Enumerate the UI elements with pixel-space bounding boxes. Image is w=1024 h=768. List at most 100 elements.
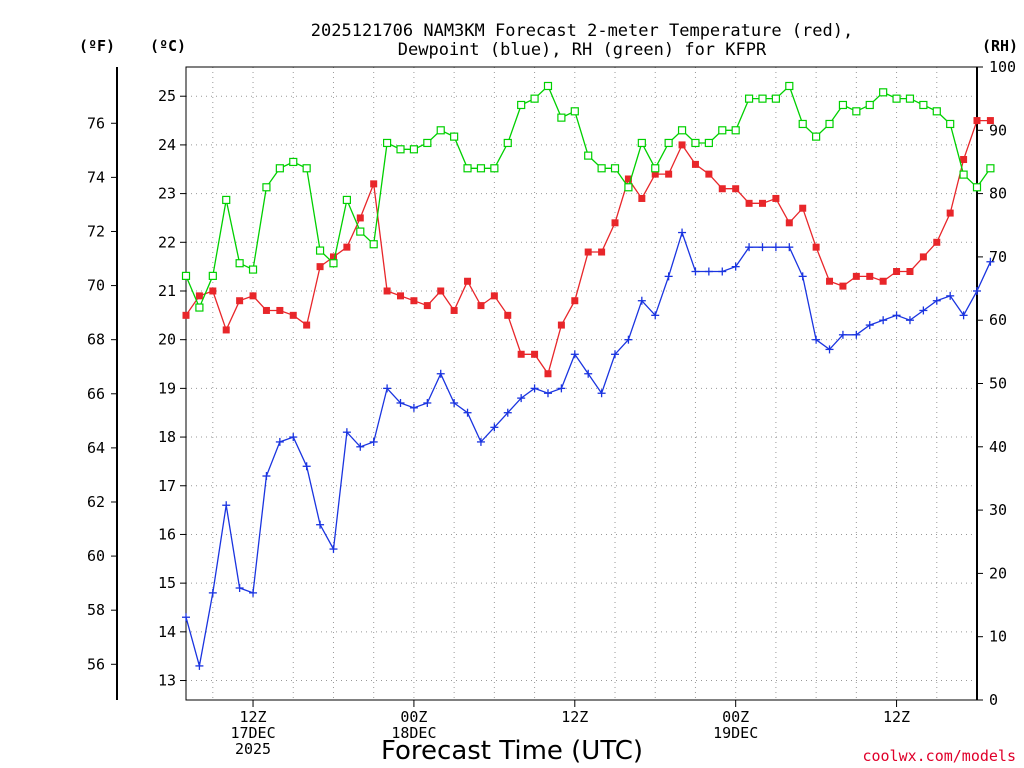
rh-point <box>584 151 593 160</box>
temperature-point <box>852 272 860 280</box>
rh-point <box>369 240 378 249</box>
rh-point <box>409 145 419 154</box>
rh-point <box>208 271 217 280</box>
dewpoint-point <box>637 296 646 305</box>
dewpoint-point <box>745 243 754 252</box>
dewpoint-point <box>879 316 888 325</box>
dewpoint-point <box>222 501 231 510</box>
temperature-point <box>584 248 592 256</box>
c-tick-label: 14 <box>158 623 176 641</box>
temperature-point <box>678 141 686 149</box>
dewpoint-point <box>798 272 807 281</box>
temperature-point <box>919 253 927 261</box>
dewpoint-point <box>838 330 847 339</box>
rh-point <box>302 164 311 173</box>
temperature-point <box>303 321 311 329</box>
f-tick-label: 58 <box>87 601 105 619</box>
rh-point <box>436 126 445 135</box>
x-tick-label: 12Z <box>561 708 588 726</box>
rh-tick-label: 10 <box>989 628 1007 646</box>
dewpoint-point <box>543 389 552 398</box>
temperature-point <box>517 350 525 358</box>
rh-point <box>879 88 888 97</box>
c-tick-label: 23 <box>158 185 176 203</box>
temperature-point <box>772 194 780 202</box>
dewpoint-point <box>517 394 526 403</box>
dewpoint-point <box>892 311 901 320</box>
f-tick-label: 60 <box>87 547 105 565</box>
rh-point <box>423 138 432 148</box>
temperature-point <box>249 292 257 300</box>
dewpoint-point <box>771 243 780 252</box>
temperature-point <box>866 272 874 280</box>
rh-tick-label: 90 <box>989 121 1007 139</box>
credit-link[interactable]: coolwx.com/models <box>862 747 1016 765</box>
dewpoint-point <box>235 584 244 593</box>
rh-point <box>691 138 700 148</box>
f-tick-label: 74 <box>87 168 105 186</box>
rh-point <box>825 119 834 129</box>
rh-tick-label: 100 <box>989 58 1016 76</box>
temperature-point <box>329 253 337 261</box>
temperature-point <box>209 287 217 295</box>
plot-frame <box>185 66 978 701</box>
rh-point <box>852 107 861 116</box>
rh-point <box>785 81 794 91</box>
rh-point <box>838 100 848 110</box>
gridlines <box>186 67 978 700</box>
dewpoint-point <box>825 345 834 354</box>
rh-point <box>543 81 553 91</box>
rh-point <box>275 164 284 173</box>
dewpoint-point <box>651 311 660 320</box>
dewpoint-point <box>919 306 928 315</box>
x-tick-label: 12Z <box>239 708 266 726</box>
rh-tick-label: 0 <box>989 691 998 709</box>
temperature-point <box>946 209 954 217</box>
dewpoint-point <box>785 243 794 252</box>
rh-point <box>383 138 392 148</box>
c-tick-label: 16 <box>158 525 176 543</box>
rh-point <box>919 100 928 110</box>
rh-point <box>530 94 539 103</box>
dewpoint-point <box>369 437 378 446</box>
dewpoint-point <box>704 267 713 276</box>
dewpoint-point <box>731 262 740 271</box>
temperature-point <box>973 117 981 125</box>
rh-point <box>771 94 780 103</box>
fahrenheit-axis-unit: (ºF) <box>79 37 115 55</box>
rh-point <box>758 94 767 103</box>
dewpoint-point <box>530 384 539 393</box>
rh-point <box>463 164 472 173</box>
rh-point <box>731 126 740 135</box>
rh-point <box>932 107 941 116</box>
dewpoint-point <box>946 291 955 300</box>
f-tick-label: 56 <box>87 655 105 673</box>
rh-tick-label: 40 <box>989 438 1007 456</box>
dewpoint-point <box>476 437 485 446</box>
dewpoint-point <box>289 433 298 442</box>
dewpoint-point <box>932 296 941 305</box>
rh-point <box>946 119 955 129</box>
rh-point <box>812 132 821 141</box>
dewpoint-point <box>852 330 861 339</box>
dewpoint-point <box>865 321 874 330</box>
data-series <box>181 81 995 670</box>
temperature-point <box>745 199 753 207</box>
x-tick-label: 00Z <box>722 708 749 726</box>
rh-point <box>651 164 660 173</box>
rh-point <box>610 164 620 173</box>
rh-tick-label: 70 <box>989 248 1007 266</box>
temperature-point <box>397 292 405 300</box>
dewpoint-point <box>316 520 325 529</box>
f-tick-label: 72 <box>87 222 105 240</box>
rh-point <box>195 303 204 312</box>
rh-point <box>557 113 566 122</box>
rh-point <box>262 183 271 192</box>
temperature-point <box>611 219 619 227</box>
rh-point <box>664 138 673 148</box>
dewpoint-series <box>182 228 995 670</box>
dewpoint-point <box>490 423 499 432</box>
dewpoint-point <box>503 408 512 417</box>
dewpoint-point <box>423 398 432 407</box>
temperature-point <box>531 350 539 358</box>
